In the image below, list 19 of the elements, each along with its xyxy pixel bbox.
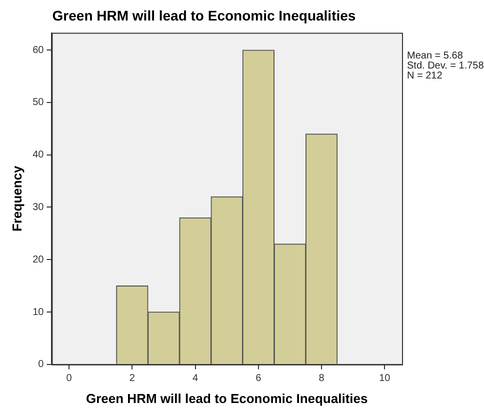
chart-title: Green HRM will lead to Economic Inequalities xyxy=(52,7,356,24)
y-tick-label: 20 xyxy=(32,254,44,266)
y-tick-label: 0 xyxy=(38,359,44,370)
x-tick-label: 10 xyxy=(379,373,391,384)
text: Mean = 5.68 xyxy=(407,50,464,62)
x-tick-label: 0 xyxy=(66,373,72,384)
text: N = 212 xyxy=(407,70,443,82)
x-tick-label: 2 xyxy=(129,373,136,384)
y-tick-label: 60 xyxy=(32,44,44,56)
y-tick-label: 10 xyxy=(32,306,44,318)
x-axis-title: Green HRM will lead to Economic Inequalities xyxy=(86,390,368,406)
y-tick-label: 40 xyxy=(32,150,44,161)
y-tick-label: 30 xyxy=(32,202,44,213)
x-tick-label: 6 xyxy=(256,373,262,384)
y-axis-title: Frequency xyxy=(9,164,24,232)
x-tick-label: 4 xyxy=(192,373,199,384)
text: Std. Dev. = 1.758 xyxy=(407,60,484,72)
x-tick-label: 8 xyxy=(318,373,325,384)
y-tick-label: 50 xyxy=(32,97,44,108)
